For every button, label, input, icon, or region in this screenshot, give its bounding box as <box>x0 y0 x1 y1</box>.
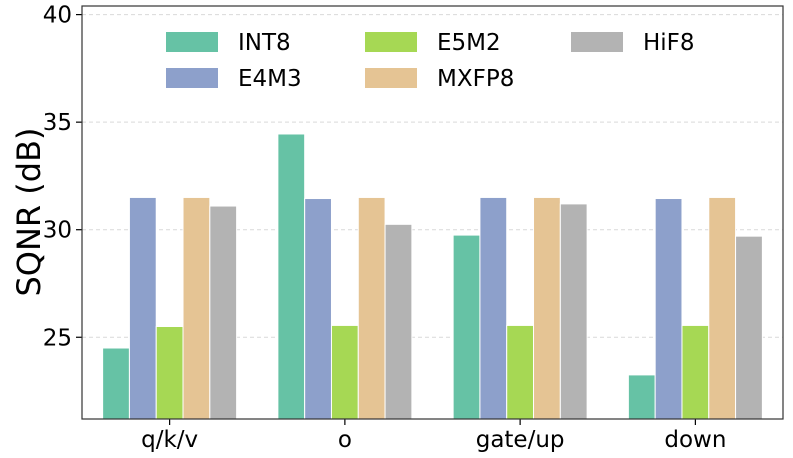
legend-item-mxfp8: MXFP8 <box>365 66 514 92</box>
bar-mxfp8-q-k-v <box>182 196 211 420</box>
legend-item-e5m2: E5M2 <box>365 30 501 56</box>
x-tick-label: o <box>338 427 352 453</box>
y-tick-label: 30 <box>43 218 72 244</box>
y-tick-label: 25 <box>43 325 72 351</box>
legend-item-e4m3: E4M3 <box>166 66 302 92</box>
bar-e5m2-down <box>681 324 710 420</box>
y-tick-label: 35 <box>43 110 72 136</box>
legend-swatch-int8 <box>166 32 218 52</box>
bar-e5m2-gate-up <box>506 324 535 420</box>
legend-swatch-hif8 <box>571 32 623 52</box>
x-tick-label: gate/up <box>476 427 565 453</box>
axes-layer: 25 30 35 40 q/k/v o gate/up down <box>43 3 784 453</box>
bar-mxfp8-down <box>708 196 737 420</box>
legend-label: INT8 <box>238 30 291 56</box>
bar-mxfp8-gate-up <box>533 196 561 420</box>
bar-hif8-down <box>735 235 763 420</box>
legend-swatch-mxfp8 <box>365 68 417 88</box>
bar-e4m3-o <box>304 198 332 420</box>
bar-hif8-q-k-v <box>209 205 238 420</box>
bar-e4m3-q-k-v <box>128 196 157 420</box>
y-tick-label: 40 <box>43 3 72 29</box>
bar-int8-o <box>277 133 306 420</box>
legend-item-int8: INT8 <box>166 30 291 56</box>
plot-frame <box>81 5 784 420</box>
x-tick-label: q/k/v <box>141 427 198 453</box>
bar-hif8-gate-up <box>559 203 588 420</box>
legend-label: E5M2 <box>437 30 501 56</box>
bar-e5m2-q-k-v <box>155 326 184 420</box>
legend-item-hif8: HiF8 <box>571 30 695 56</box>
legend: INT8 E4M3 E5M2 MXFP8 HiF8 <box>166 30 695 92</box>
bar-int8-down <box>627 374 656 420</box>
legend-swatch-e5m2 <box>365 32 417 52</box>
bars-layer <box>102 133 763 420</box>
y-axis-title: SQNR (dB) <box>10 127 48 296</box>
bar-int8-q-k-v <box>102 347 130 420</box>
bar-e5m2-o <box>330 324 359 420</box>
bar-mxfp8-o <box>357 196 386 420</box>
legend-swatch-e4m3 <box>166 68 218 88</box>
bar-e4m3-down <box>654 198 683 420</box>
x-tick-label: down <box>664 427 726 453</box>
bar-hif8-o <box>384 223 413 420</box>
bar-int8-gate-up <box>452 234 481 420</box>
legend-label: MXFP8 <box>437 66 514 92</box>
bar-e4m3-gate-up <box>479 196 508 420</box>
legend-label: HiF8 <box>643 30 695 56</box>
legend-label: E4M3 <box>238 66 302 92</box>
